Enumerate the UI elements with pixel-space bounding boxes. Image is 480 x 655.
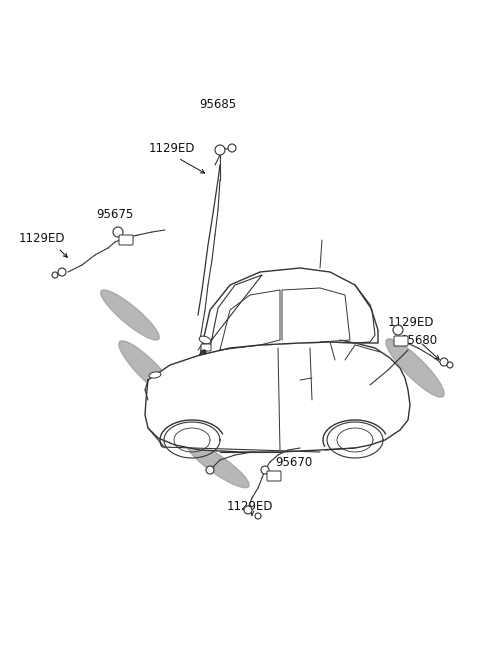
FancyBboxPatch shape [201, 344, 211, 351]
Polygon shape [145, 342, 410, 452]
Circle shape [244, 506, 252, 514]
FancyBboxPatch shape [267, 471, 281, 481]
Text: 95670: 95670 [275, 457, 312, 470]
Text: 95680: 95680 [400, 333, 437, 346]
Text: 1129ED: 1129ED [227, 500, 273, 512]
Text: 1129ED: 1129ED [388, 316, 434, 329]
Circle shape [447, 362, 453, 368]
Ellipse shape [199, 336, 211, 344]
Ellipse shape [119, 341, 177, 399]
Ellipse shape [101, 290, 159, 340]
Circle shape [393, 325, 403, 335]
Circle shape [52, 272, 58, 278]
Ellipse shape [149, 372, 161, 378]
Ellipse shape [187, 442, 249, 488]
Circle shape [261, 466, 269, 474]
Circle shape [202, 350, 206, 354]
Text: 95685: 95685 [199, 98, 237, 111]
Text: 95675: 95675 [96, 208, 133, 221]
Ellipse shape [386, 339, 444, 397]
Circle shape [228, 144, 236, 152]
Circle shape [215, 145, 225, 155]
Text: 1129ED: 1129ED [19, 231, 65, 244]
FancyBboxPatch shape [394, 336, 408, 346]
Polygon shape [200, 268, 378, 355]
Circle shape [58, 268, 66, 276]
FancyBboxPatch shape [119, 235, 133, 245]
Circle shape [206, 466, 214, 474]
Circle shape [113, 227, 123, 237]
Circle shape [255, 513, 261, 519]
Circle shape [440, 358, 448, 366]
Text: 1129ED: 1129ED [149, 141, 195, 155]
